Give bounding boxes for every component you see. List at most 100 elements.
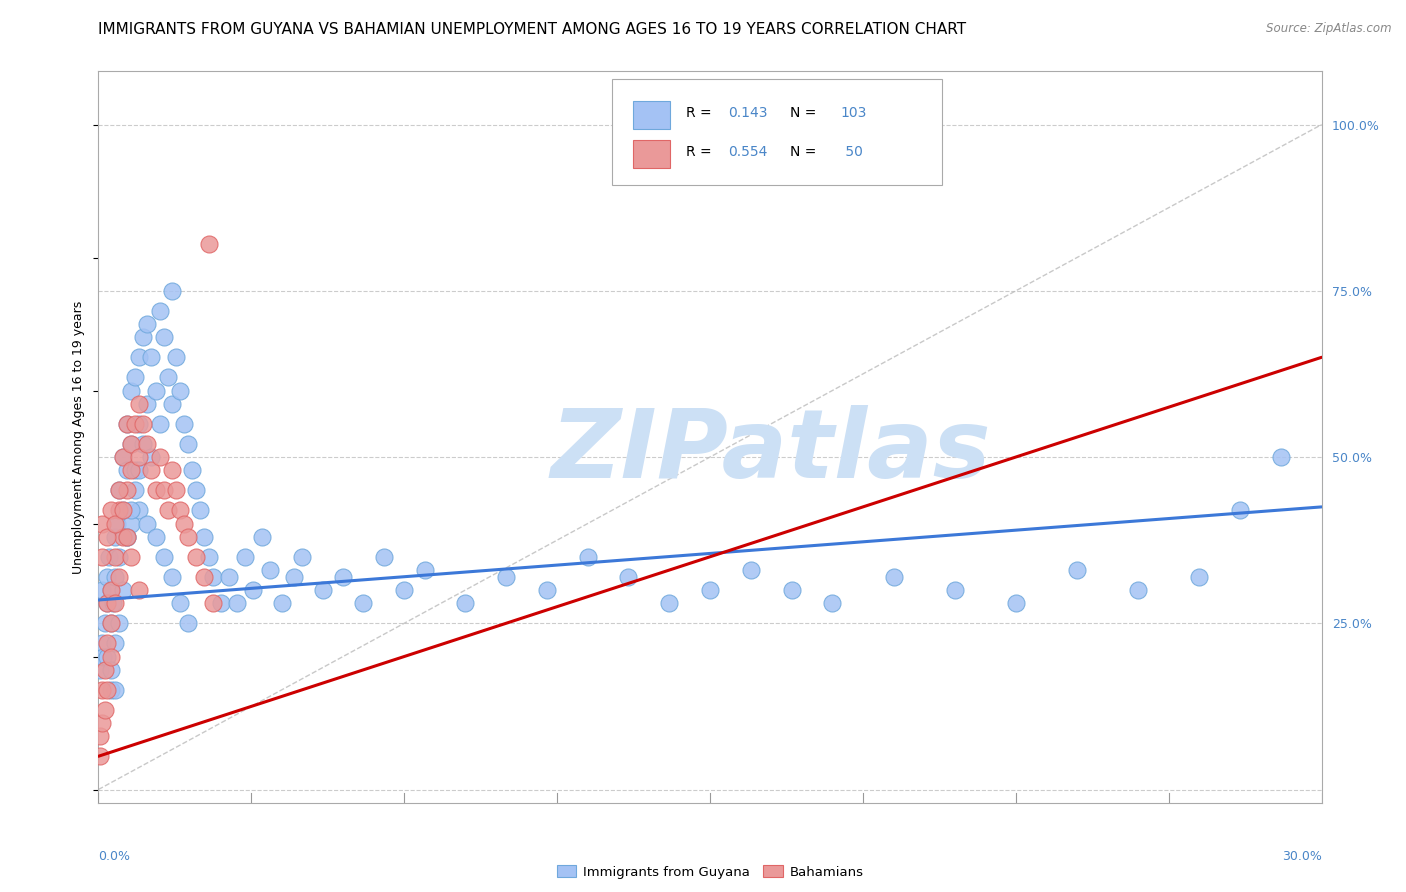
Text: 0.143: 0.143 bbox=[728, 106, 768, 120]
Point bbox=[115, 463, 138, 477]
Point bbox=[108, 503, 131, 517]
Text: 0.0%: 0.0% bbox=[98, 850, 131, 863]
Point bbox=[156, 503, 179, 517]
Point bbox=[1188, 570, 1211, 584]
Point bbox=[111, 582, 134, 597]
Point bbox=[536, 582, 558, 597]
FancyBboxPatch shape bbox=[633, 102, 669, 129]
Point bbox=[312, 582, 335, 597]
Point bbox=[97, 549, 120, 564]
Point bbox=[173, 516, 195, 531]
Point bbox=[1270, 450, 1292, 464]
Point bbox=[181, 463, 204, 477]
Point bbox=[576, 549, 599, 564]
Point bbox=[96, 682, 118, 697]
Point bbox=[115, 530, 138, 544]
Point bbox=[91, 582, 114, 597]
Point bbox=[105, 516, 128, 531]
Point bbox=[128, 351, 150, 365]
Point bbox=[96, 636, 118, 650]
Point bbox=[658, 596, 681, 610]
Text: 103: 103 bbox=[841, 106, 868, 120]
Point bbox=[218, 570, 240, 584]
Text: 0.554: 0.554 bbox=[728, 145, 768, 159]
Point bbox=[104, 596, 127, 610]
Point bbox=[111, 503, 134, 517]
Point bbox=[193, 530, 215, 544]
Point bbox=[120, 384, 142, 398]
Point bbox=[152, 483, 174, 498]
Point bbox=[943, 582, 966, 597]
Point bbox=[100, 649, 122, 664]
Point bbox=[149, 303, 172, 318]
Point bbox=[156, 370, 179, 384]
Point bbox=[108, 483, 131, 498]
Point bbox=[165, 483, 187, 498]
Point bbox=[100, 682, 122, 697]
Point bbox=[1229, 503, 1251, 517]
Point bbox=[104, 530, 127, 544]
Point bbox=[111, 450, 134, 464]
Point bbox=[100, 663, 122, 677]
Point bbox=[104, 516, 127, 531]
Point bbox=[101, 596, 124, 610]
Point bbox=[108, 483, 131, 498]
Point bbox=[149, 417, 172, 431]
Point bbox=[128, 582, 150, 597]
Text: 30.0%: 30.0% bbox=[1282, 850, 1322, 863]
Point bbox=[233, 549, 256, 564]
Point bbox=[332, 570, 354, 584]
Point bbox=[120, 436, 142, 450]
Point bbox=[100, 503, 122, 517]
Point bbox=[115, 483, 138, 498]
Point bbox=[160, 570, 183, 584]
Point bbox=[177, 436, 200, 450]
Point bbox=[193, 570, 215, 584]
Point bbox=[96, 530, 118, 544]
Point bbox=[108, 616, 131, 631]
Point bbox=[160, 397, 183, 411]
Point bbox=[100, 582, 122, 597]
Point bbox=[270, 596, 294, 610]
Point bbox=[115, 417, 138, 431]
Point bbox=[100, 616, 122, 631]
Point bbox=[145, 384, 167, 398]
Point bbox=[1066, 563, 1088, 577]
Point bbox=[242, 582, 264, 597]
Point bbox=[124, 483, 146, 498]
Point bbox=[91, 516, 114, 531]
Point bbox=[177, 616, 200, 631]
Point bbox=[132, 436, 155, 450]
Text: IMMIGRANTS FROM GUYANA VS BAHAMIAN UNEMPLOYMENT AMONG AGES 16 TO 19 YEARS CORREL: IMMIGRANTS FROM GUYANA VS BAHAMIAN UNEMP… bbox=[98, 22, 966, 37]
Point bbox=[96, 570, 118, 584]
Point bbox=[165, 351, 187, 365]
Legend: Immigrants from Guyana, Bahamians: Immigrants from Guyana, Bahamians bbox=[551, 860, 869, 884]
Text: N =: N = bbox=[790, 106, 820, 120]
Point bbox=[352, 596, 374, 610]
Point bbox=[89, 729, 111, 743]
Point bbox=[104, 549, 127, 564]
Point bbox=[201, 596, 224, 610]
Point bbox=[124, 370, 146, 384]
Point bbox=[120, 516, 142, 531]
Point bbox=[128, 397, 150, 411]
Point bbox=[145, 530, 167, 544]
Point bbox=[373, 549, 395, 564]
Point bbox=[454, 596, 477, 610]
Point bbox=[780, 582, 803, 597]
Point bbox=[617, 570, 640, 584]
Point bbox=[141, 463, 163, 477]
Point bbox=[226, 596, 249, 610]
Point bbox=[250, 530, 273, 544]
Point bbox=[108, 570, 131, 584]
Point bbox=[128, 417, 150, 431]
Point bbox=[108, 549, 131, 564]
Point bbox=[111, 530, 134, 544]
Point bbox=[91, 682, 114, 697]
Point bbox=[104, 636, 127, 650]
Point bbox=[120, 436, 142, 450]
Point bbox=[96, 649, 118, 664]
Point bbox=[104, 570, 127, 584]
Point bbox=[89, 663, 111, 677]
Y-axis label: Unemployment Among Ages 16 to 19 years: Unemployment Among Ages 16 to 19 years bbox=[72, 301, 86, 574]
